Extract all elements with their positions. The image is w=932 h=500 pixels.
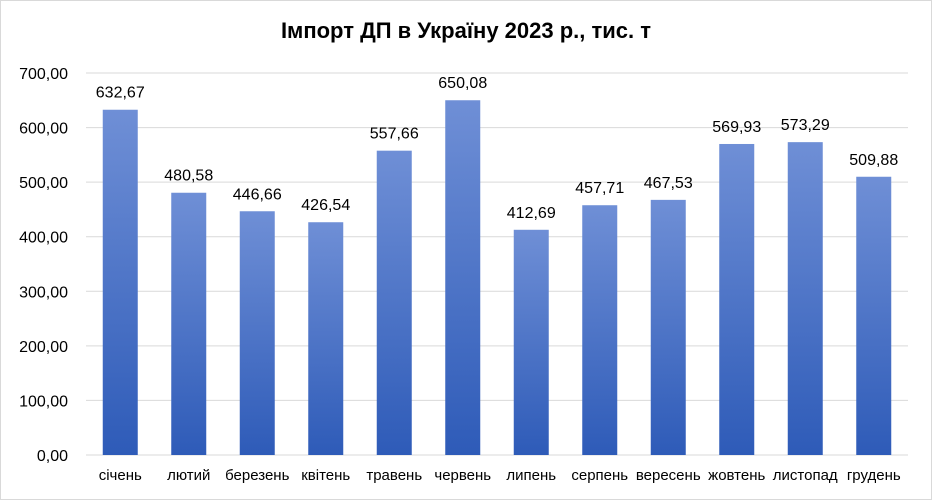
data-label: 569,93: [712, 119, 761, 136]
y-tick-label: 400,00: [19, 230, 68, 247]
category-label: червень: [434, 467, 491, 484]
category-label: березень: [225, 467, 289, 484]
category-label: травень: [366, 467, 422, 484]
data-label: 467,53: [644, 175, 693, 192]
category-labels: січень лютий березень квітень травень червень…: [99, 467, 901, 484]
bar-квітень: [308, 222, 344, 455]
data-label: 446,66: [233, 186, 282, 203]
category-label: листопад: [773, 467, 838, 484]
data-label: 480,58: [164, 168, 213, 185]
data-label: 426,54: [301, 197, 350, 214]
y-tick-label: 600,00: [19, 121, 68, 138]
data-label: 557,66: [370, 126, 419, 143]
category-label: квітень: [301, 467, 350, 484]
bar-листопад: [787, 142, 823, 455]
data-label: 457,71: [575, 180, 624, 197]
y-tick-label: 700,00: [19, 66, 68, 83]
category-label: лютий: [167, 467, 210, 484]
bar-жовтень: [719, 143, 755, 455]
bar-січень: [102, 109, 138, 455]
data-label: 650,08: [438, 75, 487, 92]
bars: [102, 100, 892, 455]
y-tick-label: 200,00: [19, 339, 68, 356]
category-label: жовтень: [708, 467, 765, 484]
chart-title: Імпорт ДП в Україну 2023 р., тис. т: [280, 18, 652, 43]
bar-березень: [239, 211, 275, 455]
y-tick-label: 100,00: [19, 393, 68, 410]
bar-червень: [445, 100, 481, 455]
bar-травень: [376, 150, 412, 455]
bar-вересень: [650, 199, 686, 455]
bar-серпень: [582, 205, 618, 455]
bar-липень: [513, 229, 549, 455]
data-label: 509,88: [849, 152, 898, 169]
y-tick-label: 300,00: [19, 284, 68, 301]
data-label: 632,67: [96, 85, 145, 102]
data-label: 573,29: [781, 117, 830, 134]
y-axis-ticks: 0,00 100,00 200,00 300,00 400,00 500,00 600,00…: [19, 66, 68, 465]
bar-грудень: [856, 176, 892, 455]
category-label: вересень: [636, 467, 701, 484]
category-label: липень: [506, 467, 556, 484]
grid-lines: [86, 72, 908, 456]
category-label: серпень: [571, 467, 628, 484]
category-label: грудень: [847, 467, 901, 484]
data-label: 412,69: [507, 205, 556, 222]
category-label: січень: [99, 467, 142, 484]
y-tick-label: 0,00: [37, 448, 68, 465]
bar-лютий: [171, 192, 207, 455]
y-tick-label: 500,00: [19, 175, 68, 192]
data-labels: 632,67 480,58 446,66 426,54 557,66 650,08 412,…: [96, 75, 899, 222]
